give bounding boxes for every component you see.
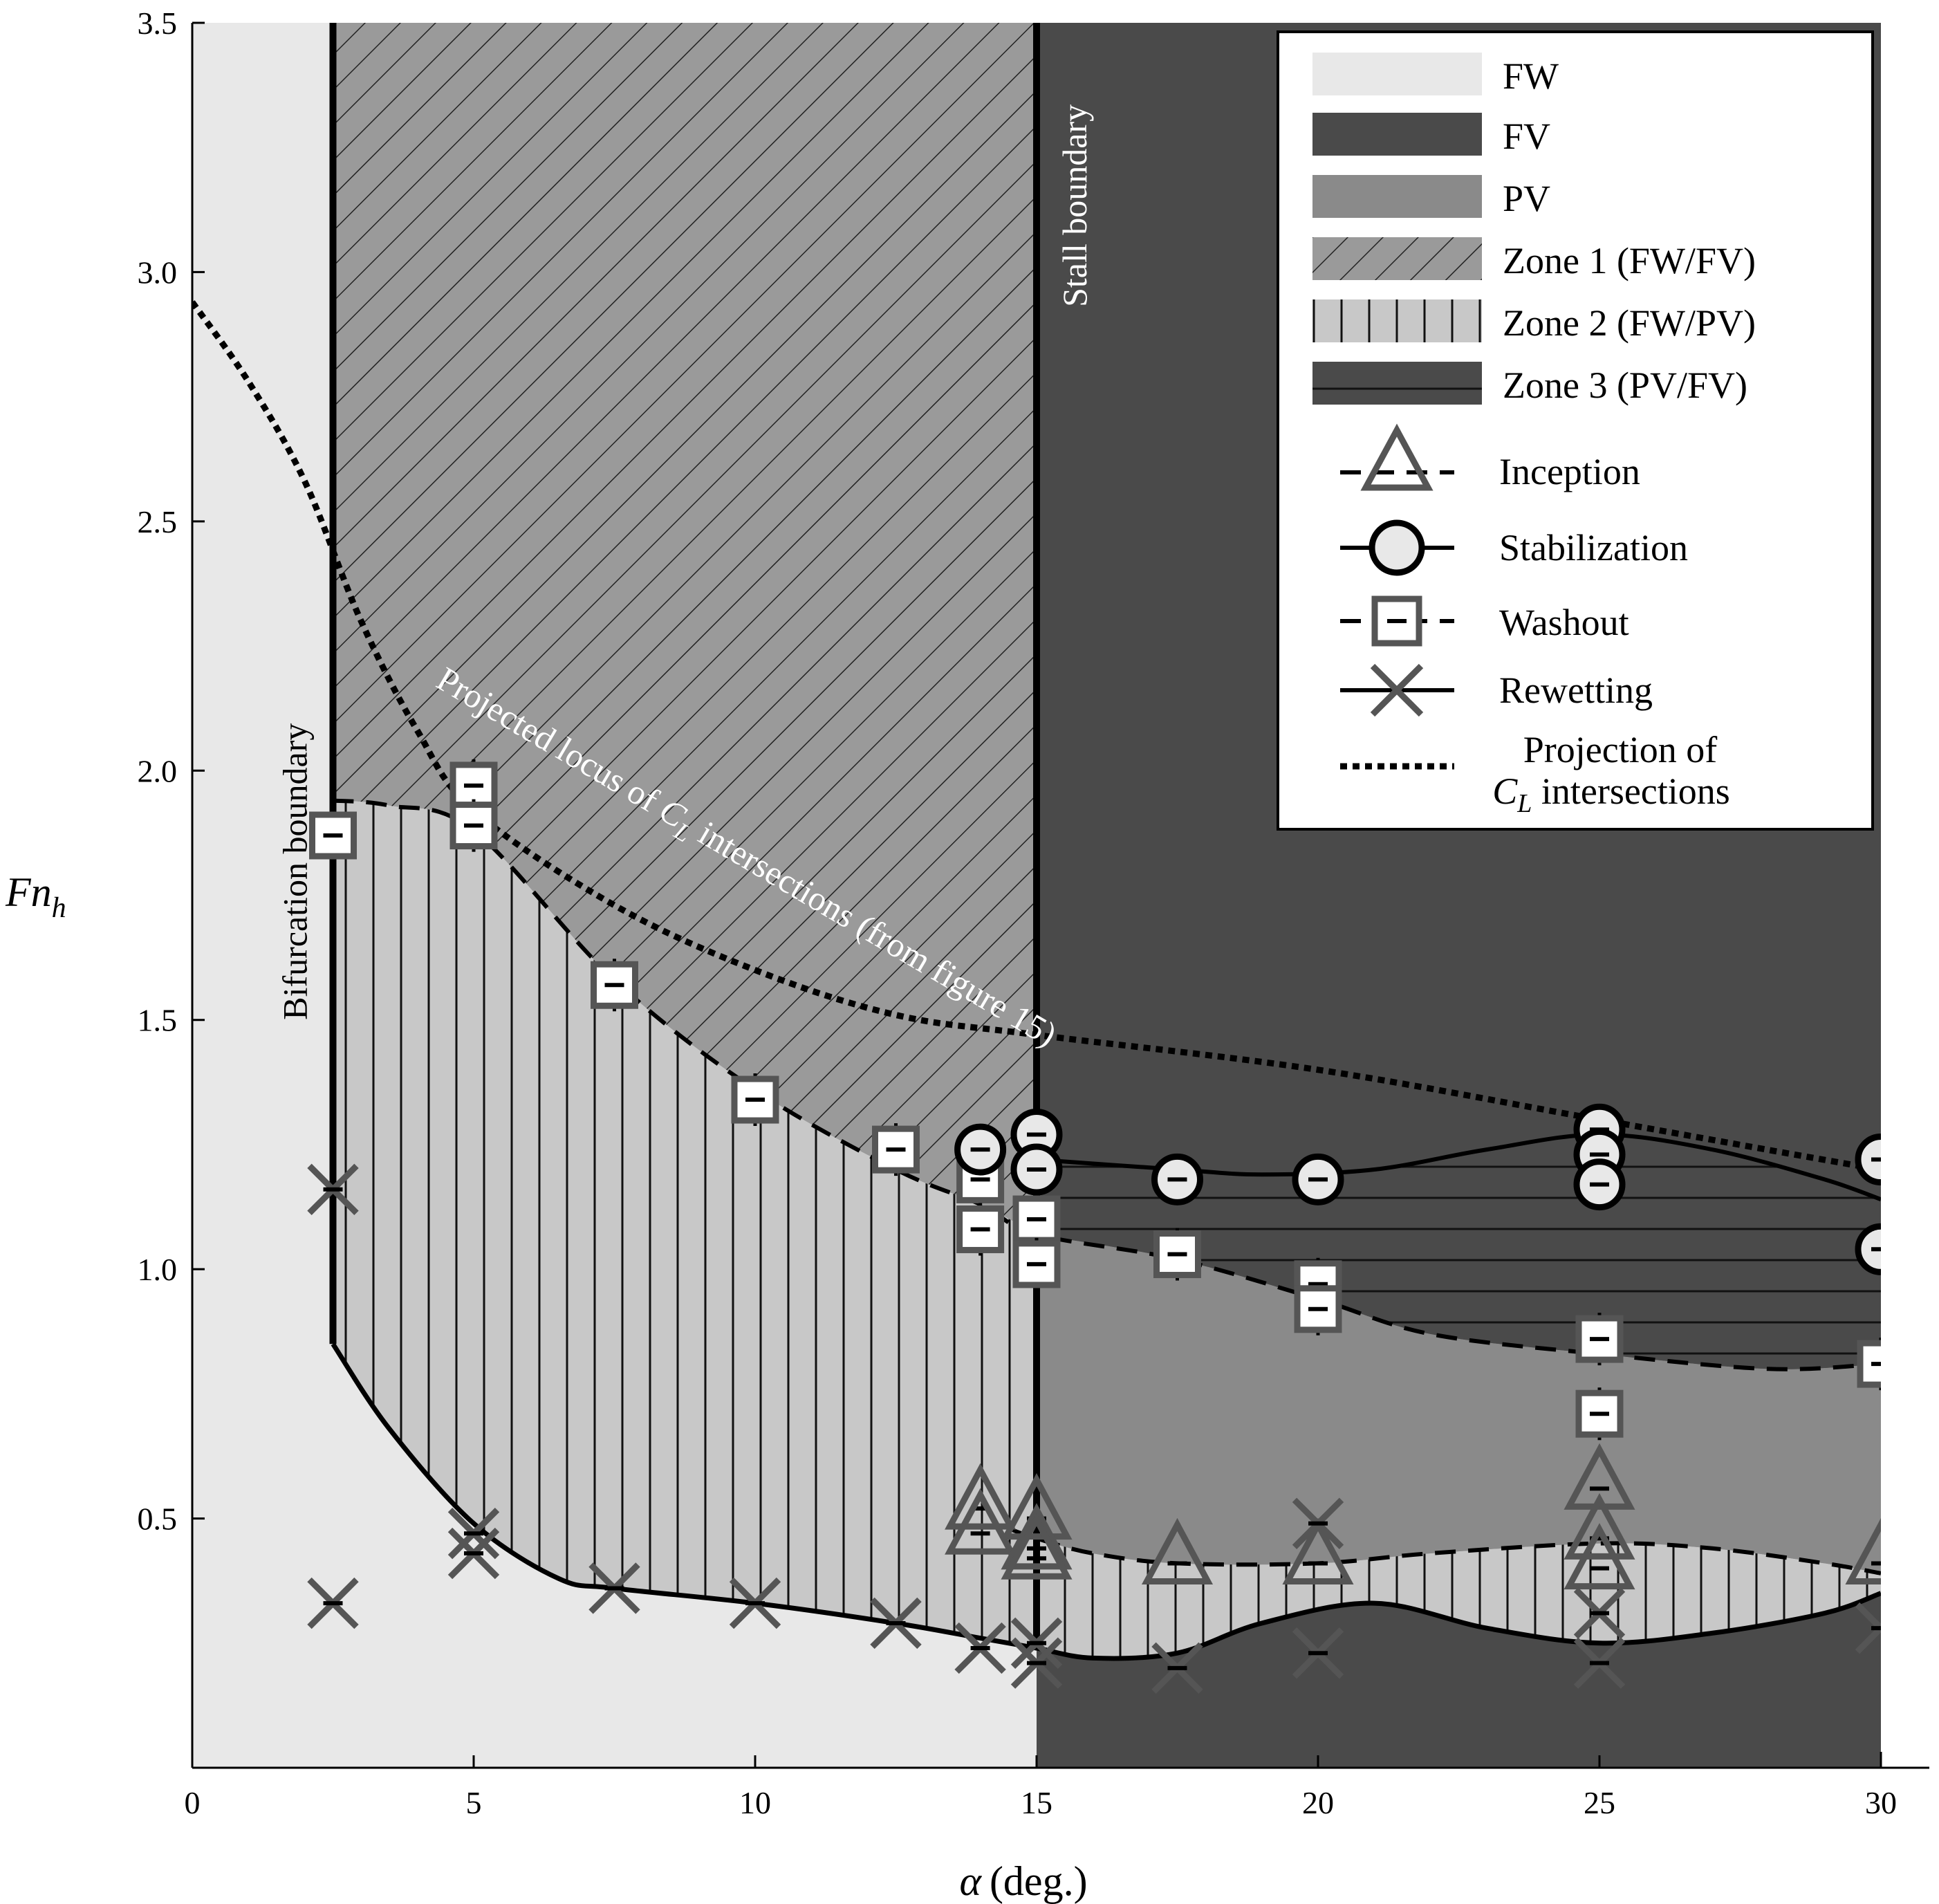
washout-marker xyxy=(1153,1228,1201,1281)
rewetting-marker xyxy=(1010,1617,1063,1669)
legend-label-inception: Inception xyxy=(1499,451,1640,492)
rewetting-marker xyxy=(1010,1637,1063,1689)
inception-marker xyxy=(1001,1513,1073,1580)
y-tick-label: 0.5 xyxy=(138,1501,178,1537)
rewetting-marker xyxy=(447,1527,500,1580)
rewetting-curve xyxy=(331,1342,1881,1661)
washout-marker xyxy=(731,1073,779,1127)
legend-swatch-fv xyxy=(1312,113,1482,156)
rewetting-marker xyxy=(1855,1602,1881,1654)
stabilization-marker xyxy=(1573,1158,1626,1211)
inception-marker xyxy=(1282,1517,1354,1584)
stabilization-marker xyxy=(1855,1223,1881,1275)
x-tick-label: 0 xyxy=(185,1785,201,1820)
washout-marker xyxy=(1012,1237,1061,1291)
legend-swatch-fw xyxy=(1312,53,1482,95)
legend-label-stabilization: Stabilization xyxy=(1499,527,1688,569)
y-tick-label: 3.5 xyxy=(138,6,178,41)
pv-region xyxy=(1037,1234,1881,1573)
y-axis-label: Fnh xyxy=(5,869,66,924)
washout-marker xyxy=(1294,1282,1342,1335)
legend-label-rewetting: Rewetting xyxy=(1499,669,1653,711)
zone2-region-right xyxy=(1037,1538,1881,1658)
inception-marker xyxy=(1564,1443,1635,1510)
rewetting-marker xyxy=(447,1508,500,1560)
washout-marker xyxy=(309,808,357,862)
rewetting-marker xyxy=(1292,1497,1344,1549)
bifurcation-boundary-label: Bifurcation boundary xyxy=(276,723,315,1020)
inception-marker xyxy=(1845,1517,1881,1584)
rewetting-marker xyxy=(588,1562,640,1614)
legend-swatch-zone2 xyxy=(1312,299,1482,342)
rewetting-marker xyxy=(870,1597,922,1649)
stabilization-marker xyxy=(1855,1134,1881,1186)
legend-label-pv: PV xyxy=(1503,178,1550,219)
inception-marker xyxy=(1564,1523,1635,1590)
legend-label-zone3: Zone 3 (PV/FV) xyxy=(1503,364,1747,406)
washout-marker xyxy=(1575,1313,1624,1366)
rewetting-marker xyxy=(1151,1642,1203,1694)
y-tick-label: 1.5 xyxy=(138,1003,178,1038)
rewetting-marker xyxy=(307,1163,359,1215)
x-tick-label: 20 xyxy=(1302,1785,1334,1820)
x-tick-label: 5 xyxy=(466,1785,482,1820)
y-tick-label: 3.0 xyxy=(138,255,178,290)
zone2-region xyxy=(333,800,1037,1648)
inception-marker xyxy=(1141,1517,1214,1584)
washout-marker xyxy=(449,799,498,852)
washout-marker xyxy=(1857,1338,1881,1391)
stabilization-marker xyxy=(1010,1143,1063,1196)
legend-washout-symbol xyxy=(1340,595,1454,647)
stabilization-marker xyxy=(1151,1153,1203,1205)
legend-swatch-zone1 xyxy=(1312,237,1482,280)
x-tick-label: 30 xyxy=(1865,1785,1897,1820)
x-tick-label: 15 xyxy=(1021,1785,1052,1820)
axis-corner-mark xyxy=(1880,1752,1929,1769)
legend-label-fw: FW xyxy=(1503,55,1559,97)
x-tick-label: 25 xyxy=(1584,1785,1615,1820)
inception-marker xyxy=(1001,1503,1073,1570)
legend-label-zone2: Zone 2 (FW/PV) xyxy=(1503,302,1756,344)
legend-rewetting-symbol xyxy=(1340,663,1454,717)
y-tick-label: 1.0 xyxy=(138,1252,178,1287)
x-tick-label: 10 xyxy=(739,1785,771,1820)
rewetting-marker xyxy=(1573,1587,1626,1639)
rewetting-marker xyxy=(307,1577,359,1629)
zone1-region xyxy=(333,23,1037,1235)
rewetting-marker xyxy=(729,1577,781,1629)
legend-box xyxy=(1277,30,1874,831)
washout-marker xyxy=(956,1203,1005,1256)
rewetting-marker xyxy=(1292,1627,1344,1679)
washout-marker xyxy=(1012,1193,1061,1246)
legend-label-washout: Washout xyxy=(1499,602,1629,643)
legend-stabilization-symbol xyxy=(1340,519,1454,576)
legend-label-fv: FV xyxy=(1503,115,1550,157)
zone3-region xyxy=(1037,1134,1881,1369)
legend-label-projection-2: CL intersections xyxy=(1492,770,1730,818)
legend-swatch-zone3 xyxy=(1312,362,1482,405)
stabilization-marker xyxy=(1292,1153,1344,1205)
inception-marker xyxy=(945,1488,1017,1555)
legend-label-projection-1: Projection of xyxy=(1523,729,1717,770)
legend-swatch-pv xyxy=(1312,175,1482,218)
washout-marker xyxy=(1575,1387,1624,1441)
legend-inception-symbol xyxy=(1340,423,1454,491)
legend: FW FV PV Zone 1 (FW/FV) Zone 2 (FW/PV) Z… xyxy=(1277,30,1874,831)
y-tick-label: 2.5 xyxy=(138,504,178,539)
y-tick-label: 2.0 xyxy=(138,753,178,788)
washout-marker xyxy=(872,1123,920,1176)
washout-marker xyxy=(591,959,638,1012)
rewetting-marker xyxy=(1573,1637,1626,1689)
stall-boundary-label: Stall boundary xyxy=(1055,104,1094,307)
x-axis-label: α (deg.) xyxy=(959,1858,1087,1904)
legend-label-zone1: Zone 1 (FW/FV) xyxy=(1503,240,1756,281)
rewetting-marker xyxy=(954,1622,1006,1674)
stabilization-marker xyxy=(954,1123,1007,1176)
